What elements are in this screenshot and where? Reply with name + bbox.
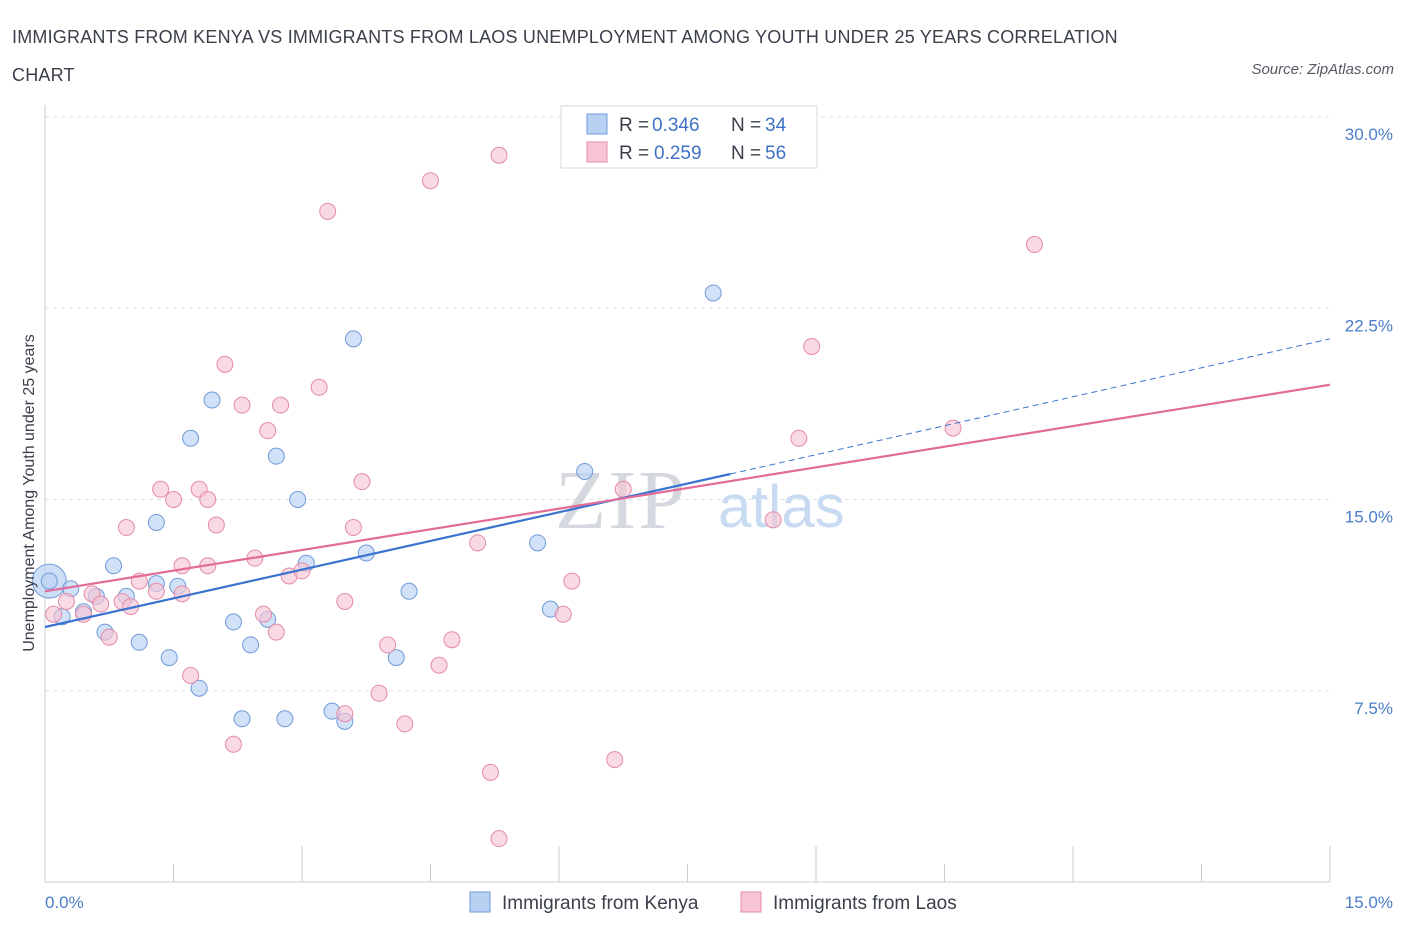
kenya-point [400, 582, 418, 600]
laos-point [563, 572, 581, 590]
trend-layer [44, 338, 1331, 629]
laos-point [207, 516, 225, 534]
y-tick-label: 30.0% [1345, 125, 1393, 144]
legend-laos-n-label: N = [731, 143, 761, 164]
kenya-point [576, 462, 594, 480]
kenya-point [130, 633, 148, 651]
source-credit: Source: ZipAtlas.com [1251, 61, 1394, 78]
kenya-point [147, 513, 165, 531]
legend-kenya-r-value: 0.346 [652, 115, 700, 136]
laos-point [336, 593, 354, 610]
kenya-point [40, 572, 58, 590]
laos-point [165, 491, 182, 508]
y-axis-label: Unemployment Among Youth under 25 years [21, 334, 38, 652]
laos-point [216, 355, 234, 373]
legend-kenya-r-label: R = [619, 115, 649, 136]
kenya-trend-extension [730, 338, 1331, 475]
legend-laos-marker [740, 891, 762, 913]
laos-point [803, 338, 821, 355]
laos-point [344, 519, 362, 537]
laos-point [254, 605, 272, 623]
laos-point [490, 146, 508, 164]
kenya-point [160, 649, 178, 667]
laos-point [100, 628, 118, 646]
legend-kenya-label: Immigrants from Kenya [502, 893, 699, 914]
watermark-atlas: atlas [718, 473, 845, 540]
kenya-point [190, 679, 208, 697]
laos-point [259, 422, 277, 440]
laos-point [944, 419, 962, 437]
laos-point [422, 172, 439, 190]
laos-point [45, 605, 63, 623]
laos-point [173, 585, 191, 603]
legend-laos-label: Immigrants from Laos [773, 893, 957, 914]
laos-point [614, 480, 632, 498]
legend-kenya-swatch [586, 113, 608, 135]
kenya-point [529, 534, 547, 552]
laos-point [173, 557, 191, 575]
legend-kenya-marker [469, 891, 491, 913]
laos-point [224, 735, 242, 753]
laos-point [199, 491, 217, 508]
kenya-point [344, 330, 362, 348]
x-tick-label-min: 0.0% [45, 893, 84, 912]
kenya-point [203, 391, 221, 409]
legend-laos-n-value: 56 [765, 143, 786, 164]
kenya-point [182, 429, 200, 447]
legend-laos-swatch [586, 141, 608, 163]
laos-point [147, 582, 165, 600]
correlation-legend: R = 0.346 N = 34 R = 0.259 N = 56 [560, 105, 818, 169]
laos-point [430, 656, 448, 674]
laos-point [481, 763, 499, 781]
kenya-point [704, 284, 722, 302]
series-legend: Immigrants from Kenya Immigrants from La… [469, 891, 957, 914]
axis-layer: 7.5% 15.0% 22.5% 30.0% 0.0% 15.0% [44, 105, 1393, 912]
laos-point [764, 511, 782, 529]
kenya-point [387, 649, 405, 667]
laos-point [1025, 236, 1043, 253]
laos-point [57, 593, 75, 610]
legend-laos-r-value: 0.259 [654, 143, 702, 164]
laos-point [490, 830, 508, 848]
laos-point [353, 473, 371, 491]
laos-point [469, 534, 487, 552]
laos-point [117, 519, 135, 537]
laos-point [233, 396, 251, 414]
kenya-point [276, 710, 294, 728]
kenya-point [289, 491, 307, 508]
legend-kenya-n-label: N = [731, 115, 761, 136]
kenya-point [105, 557, 123, 575]
points-layer [31, 146, 1043, 848]
laos-point [554, 605, 572, 623]
watermark-zip: ZIP [555, 454, 687, 547]
laos-point [319, 202, 337, 220]
x-tick-label-max: 15.0% [1345, 893, 1393, 912]
laos-point [310, 378, 328, 396]
legend-laos-r-label: R = [619, 143, 649, 164]
y-tick-label: 15.0% [1345, 508, 1393, 527]
watermark: ZIP atlas [555, 454, 845, 547]
y-tick-label: 7.5% [1354, 699, 1393, 718]
laos-point [396, 715, 414, 733]
laos-point [182, 666, 200, 684]
laos-point [443, 631, 461, 649]
laos-point [92, 595, 110, 613]
laos-trend-line [44, 383, 1331, 593]
kenya-point [242, 636, 260, 654]
legend-kenya-n-value: 34 [765, 115, 787, 136]
kenya-point [267, 447, 285, 465]
laos-point [267, 623, 285, 641]
laos-point [370, 684, 388, 702]
laos-point [152, 480, 170, 498]
y-tick-label: 22.5% [1345, 316, 1393, 335]
laos-point [606, 751, 624, 769]
chart-title: IMMIGRANTS FROM KENYA VS IMMIGRANTS FROM… [12, 27, 1118, 85]
laos-point [379, 636, 397, 654]
laos-point [272, 396, 290, 414]
kenya-point [224, 613, 242, 631]
kenya-point [233, 710, 251, 728]
laos-point [336, 705, 354, 723]
laos-point [790, 429, 808, 447]
